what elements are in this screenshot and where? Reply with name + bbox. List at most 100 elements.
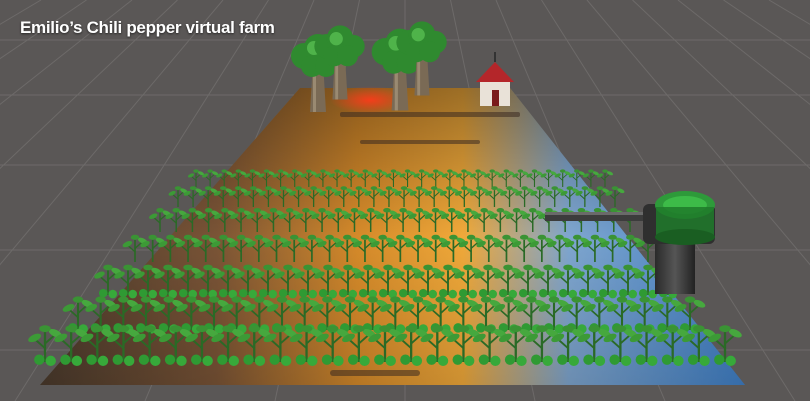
chili-plant-icon[interactable]: [387, 234, 414, 262]
chili-plant-icon[interactable]: [353, 264, 383, 299]
chili-plant-icon[interactable]: [139, 234, 166, 262]
chili-plant-icon[interactable]: [113, 264, 143, 299]
chili-plant-icon[interactable]: [707, 325, 743, 367]
chili-plant-icon[interactable]: [526, 169, 543, 187]
chili-plant-icon[interactable]: [674, 296, 707, 334]
chili-plant-icon[interactable]: [173, 264, 203, 299]
chili-plant-icon[interactable]: [364, 186, 384, 207]
chili-plant-icon[interactable]: [469, 169, 487, 187]
chili-plant-icon[interactable]: [243, 186, 263, 207]
chili-plant-icon[interactable]: [341, 325, 377, 367]
chili-plant-icon[interactable]: [379, 186, 399, 207]
chili-plant-icon[interactable]: [458, 234, 485, 262]
chili-plant-icon[interactable]: [582, 169, 599, 187]
chili-plant-icon[interactable]: [469, 186, 489, 207]
chili-plant-icon[interactable]: [314, 169, 331, 187]
water-tank-icon[interactable]: [643, 191, 715, 294]
chili-plant-icon[interactable]: [228, 186, 248, 207]
chili-plant-icon[interactable]: [575, 186, 595, 207]
chili-plant-icon[interactable]: [475, 234, 502, 262]
chili-plant-icon[interactable]: [599, 234, 626, 262]
chili-plant-icon[interactable]: [375, 208, 399, 232]
chili-plant-icon[interactable]: [158, 325, 194, 367]
chili-plant-icon[interactable]: [511, 234, 538, 262]
chili-plant-icon[interactable]: [359, 208, 383, 232]
chili-plant-icon[interactable]: [576, 325, 612, 367]
chili-plant-icon[interactable]: [132, 325, 168, 367]
chili-plant-icon[interactable]: [233, 264, 263, 299]
chili-plant-icon[interactable]: [513, 264, 543, 299]
chili-plant-icon[interactable]: [529, 186, 550, 207]
chili-plant-icon[interactable]: [455, 169, 472, 187]
chili-plant-icon[interactable]: [498, 325, 534, 367]
chili-plant-icon[interactable]: [371, 169, 388, 187]
chili-plant-icon[interactable]: [427, 169, 444, 187]
chili-plant-icon[interactable]: [318, 186, 339, 207]
chili-plant-icon[interactable]: [152, 296, 185, 334]
chili-plant-icon[interactable]: [413, 264, 443, 299]
chili-plant-icon[interactable]: [198, 186, 218, 207]
chili-plant-icon[interactable]: [168, 186, 188, 207]
chili-plant-icon[interactable]: [393, 264, 423, 299]
chili-plant-icon[interactable]: [367, 325, 403, 367]
chili-plant-icon[interactable]: [334, 186, 354, 207]
chili-plant-icon[interactable]: [369, 234, 396, 262]
chili-plant-icon[interactable]: [343, 208, 367, 232]
chili-plant-icon[interactable]: [545, 186, 565, 207]
irrigation-pipe-icon[interactable]: [545, 212, 655, 221]
chili-plant-icon[interactable]: [356, 296, 389, 334]
chili-plant-icon[interactable]: [253, 264, 283, 299]
chili-plant-icon[interactable]: [445, 325, 481, 367]
chili-plant-icon[interactable]: [394, 186, 414, 207]
chili-plant-icon[interactable]: [409, 186, 429, 207]
chili-plant-icon[interactable]: [456, 208, 480, 232]
chili-plant-icon[interactable]: [300, 169, 317, 187]
chili-plant-icon[interactable]: [393, 325, 429, 367]
chili-plant-icon[interactable]: [79, 325, 115, 367]
chili-plant-icon[interactable]: [273, 186, 293, 207]
chili-plant-icon[interactable]: [405, 234, 432, 262]
chili-plant-icon[interactable]: [493, 234, 520, 262]
chili-plant-icon[interactable]: [187, 169, 205, 187]
chili-plant-icon[interactable]: [564, 234, 591, 262]
chili-plant-icon[interactable]: [263, 234, 290, 262]
chili-plant-icon[interactable]: [148, 208, 172, 232]
chili-plant-icon[interactable]: [328, 169, 346, 187]
chili-plant-icon[interactable]: [213, 208, 237, 232]
chili-plant-icon[interactable]: [258, 186, 278, 207]
chili-plant-icon[interactable]: [593, 264, 623, 299]
chili-plant-icon[interactable]: [573, 264, 603, 299]
chili-plant-icon[interactable]: [596, 169, 614, 187]
chili-plant-icon[interactable]: [484, 169, 501, 187]
chili-plant-icon[interactable]: [164, 208, 188, 232]
chili-plant-icon[interactable]: [349, 186, 369, 207]
chili-plant-icon[interactable]: [273, 264, 303, 299]
chili-plant-icon[interactable]: [568, 169, 585, 187]
chili-plant-icon[interactable]: [385, 169, 402, 187]
chili-plant-icon[interactable]: [628, 325, 664, 367]
chili-plant-icon[interactable]: [53, 325, 89, 367]
chili-plant-icon[interactable]: [590, 186, 610, 207]
chili-plant-icon[interactable]: [529, 234, 556, 262]
chili-plant-icon[interactable]: [262, 208, 286, 232]
chili-plant-icon[interactable]: [288, 186, 309, 207]
chili-plant-icon[interactable]: [454, 186, 474, 207]
chili-plant-icon[interactable]: [157, 234, 184, 262]
chili-plant-icon[interactable]: [210, 234, 237, 262]
chili-plant-icon[interactable]: [514, 186, 535, 207]
chili-plant-icon[interactable]: [424, 186, 444, 207]
chili-plant-icon[interactable]: [484, 186, 504, 207]
chili-plant-icon[interactable]: [315, 325, 351, 367]
chili-plant-icon[interactable]: [105, 325, 141, 367]
chili-plant-icon[interactable]: [602, 325, 638, 367]
chili-plant-icon[interactable]: [373, 264, 403, 299]
chili-plant-icon[interactable]: [181, 208, 205, 232]
chili-plant-icon[interactable]: [288, 325, 324, 367]
chili-plant-icon[interactable]: [419, 325, 455, 367]
chili-plant-icon[interactable]: [272, 169, 289, 187]
chili-plant-icon[interactable]: [422, 234, 449, 262]
chili-plant-icon[interactable]: [441, 169, 458, 187]
chili-plant-icon[interactable]: [310, 208, 334, 232]
